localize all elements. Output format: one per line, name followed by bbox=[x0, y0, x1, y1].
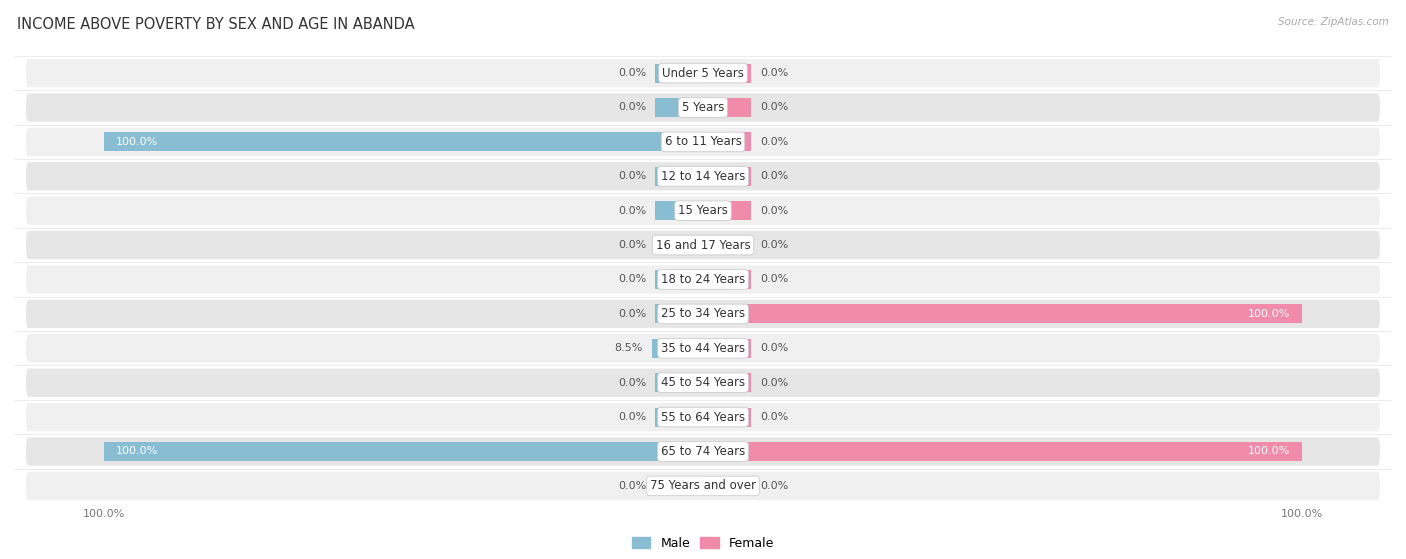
Text: 0.0%: 0.0% bbox=[759, 378, 789, 388]
Text: 35 to 44 Years: 35 to 44 Years bbox=[661, 342, 745, 355]
FancyBboxPatch shape bbox=[27, 128, 1379, 156]
Bar bbox=[703, 476, 751, 495]
FancyBboxPatch shape bbox=[27, 300, 1379, 328]
Bar bbox=[655, 236, 703, 254]
Legend: Male, Female: Male, Female bbox=[627, 532, 779, 555]
Bar bbox=[703, 442, 1302, 461]
Text: 0.0%: 0.0% bbox=[617, 412, 647, 422]
Text: 0.0%: 0.0% bbox=[617, 68, 647, 78]
Text: 0.0%: 0.0% bbox=[759, 206, 789, 216]
Text: 45 to 54 Years: 45 to 54 Years bbox=[661, 376, 745, 389]
FancyBboxPatch shape bbox=[27, 59, 1379, 87]
Text: 0.0%: 0.0% bbox=[759, 102, 789, 112]
Text: 0.0%: 0.0% bbox=[617, 378, 647, 388]
Bar bbox=[703, 132, 751, 151]
Text: 0.0%: 0.0% bbox=[617, 309, 647, 319]
Text: 0.0%: 0.0% bbox=[759, 68, 789, 78]
FancyBboxPatch shape bbox=[27, 472, 1379, 500]
Text: 100.0%: 100.0% bbox=[115, 447, 157, 457]
Text: 0.0%: 0.0% bbox=[759, 412, 789, 422]
Text: 25 to 34 Years: 25 to 34 Years bbox=[661, 307, 745, 320]
FancyBboxPatch shape bbox=[27, 334, 1379, 362]
Text: 100.0%: 100.0% bbox=[1249, 309, 1291, 319]
Bar bbox=[104, 132, 703, 151]
Bar bbox=[655, 98, 703, 117]
Bar bbox=[703, 339, 751, 358]
Bar bbox=[703, 305, 1302, 323]
FancyBboxPatch shape bbox=[27, 266, 1379, 293]
Bar bbox=[703, 201, 751, 220]
Bar bbox=[655, 167, 703, 186]
Text: 65 to 74 Years: 65 to 74 Years bbox=[661, 445, 745, 458]
Bar bbox=[703, 98, 751, 117]
Text: 5 Years: 5 Years bbox=[682, 101, 724, 114]
FancyBboxPatch shape bbox=[27, 231, 1379, 259]
Text: 0.0%: 0.0% bbox=[759, 343, 789, 353]
Text: INCOME ABOVE POVERTY BY SEX AND AGE IN ABANDA: INCOME ABOVE POVERTY BY SEX AND AGE IN A… bbox=[17, 17, 415, 32]
Bar bbox=[655, 270, 703, 289]
FancyBboxPatch shape bbox=[27, 197, 1379, 225]
Bar bbox=[703, 167, 751, 186]
Text: 0.0%: 0.0% bbox=[759, 171, 789, 181]
Bar bbox=[655, 373, 703, 392]
FancyBboxPatch shape bbox=[27, 403, 1379, 431]
Text: 15 Years: 15 Years bbox=[678, 204, 728, 217]
Bar bbox=[652, 339, 703, 358]
FancyBboxPatch shape bbox=[27, 437, 1379, 466]
Text: 18 to 24 Years: 18 to 24 Years bbox=[661, 273, 745, 286]
Text: 100.0%: 100.0% bbox=[115, 137, 157, 147]
Bar bbox=[703, 236, 751, 254]
Text: 8.5%: 8.5% bbox=[614, 343, 643, 353]
Bar bbox=[655, 476, 703, 495]
Text: 6 to 11 Years: 6 to 11 Years bbox=[665, 135, 741, 148]
FancyBboxPatch shape bbox=[27, 93, 1379, 122]
Text: 75 Years and over: 75 Years and over bbox=[650, 480, 756, 492]
Text: 55 to 64 Years: 55 to 64 Years bbox=[661, 411, 745, 424]
Bar bbox=[655, 408, 703, 427]
Text: 100.0%: 100.0% bbox=[1249, 447, 1291, 457]
Text: 0.0%: 0.0% bbox=[759, 481, 789, 491]
Text: 0.0%: 0.0% bbox=[759, 274, 789, 285]
Text: 12 to 14 Years: 12 to 14 Years bbox=[661, 170, 745, 183]
Bar bbox=[703, 64, 751, 83]
FancyBboxPatch shape bbox=[27, 162, 1379, 191]
Text: 0.0%: 0.0% bbox=[617, 240, 647, 250]
Bar bbox=[655, 201, 703, 220]
Bar bbox=[703, 373, 751, 392]
Text: 0.0%: 0.0% bbox=[759, 137, 789, 147]
Text: 0.0%: 0.0% bbox=[759, 240, 789, 250]
Text: 0.0%: 0.0% bbox=[617, 171, 647, 181]
Bar bbox=[655, 305, 703, 323]
Text: Under 5 Years: Under 5 Years bbox=[662, 67, 744, 79]
Bar bbox=[703, 408, 751, 427]
Text: 16 and 17 Years: 16 and 17 Years bbox=[655, 239, 751, 252]
Bar bbox=[703, 270, 751, 289]
Bar bbox=[655, 64, 703, 83]
Text: Source: ZipAtlas.com: Source: ZipAtlas.com bbox=[1278, 17, 1389, 27]
Bar bbox=[104, 442, 703, 461]
Text: 0.0%: 0.0% bbox=[617, 102, 647, 112]
FancyBboxPatch shape bbox=[27, 368, 1379, 397]
Text: 0.0%: 0.0% bbox=[617, 206, 647, 216]
Text: 0.0%: 0.0% bbox=[617, 481, 647, 491]
Text: 0.0%: 0.0% bbox=[617, 274, 647, 285]
